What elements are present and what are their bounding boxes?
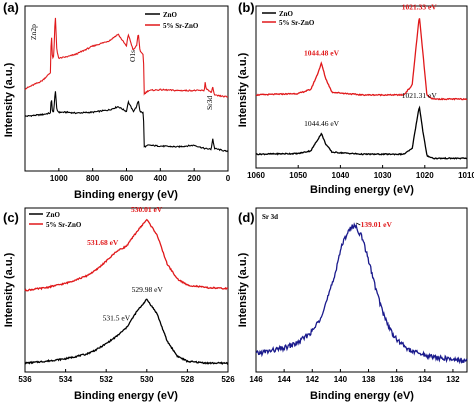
x-tick-label: 1060	[247, 171, 265, 180]
x-tick-label: 146	[249, 375, 263, 384]
peak-label: 531.5 eV	[103, 314, 131, 323]
peak-label: 1044.48 eV	[304, 49, 340, 58]
x-tick-label: 134	[418, 375, 432, 384]
x-tick-label: 1020	[416, 171, 434, 180]
x-tick-label: 136	[390, 375, 404, 384]
x-tick-label: 534	[59, 375, 73, 384]
x-tick-label: 132	[446, 375, 460, 384]
panel-d-corner-label: Sr 3d	[262, 213, 278, 221]
legend-sr-zno: 5% Sr-ZnO	[46, 221, 82, 229]
panel-d-xlabel: Binding energy (eV)	[310, 390, 414, 402]
x-tick-label: 142	[306, 375, 320, 384]
panel-c-legend: ZnO 5% Sr-ZnO	[29, 211, 82, 229]
peak-label: 1021.31 eV	[402, 91, 438, 100]
x-tick-label: 1050	[289, 171, 307, 180]
series-line-5-sr-zno	[255, 18, 468, 101]
panel-c-frame	[24, 207, 229, 373]
panel-a-series	[24, 17, 229, 153]
panel-c-ticks: 536 534 532 530 528 526	[18, 369, 235, 384]
panel-c: (c) Intensity (a.u.) Binding energy (eV)…	[3, 205, 235, 402]
panel-b-series	[255, 18, 468, 160]
x-tick-label: 0	[226, 174, 231, 183]
x-tick-label: 1000	[50, 174, 68, 183]
series-line-5-sr-zno	[24, 218, 229, 292]
x-tick-label: 1040	[332, 171, 350, 180]
panel-a-letter: (a)	[3, 0, 19, 15]
series-line-zno	[255, 105, 468, 160]
annot-sr3d: Sr3d	[205, 96, 214, 110]
legend-sr-zno: 5% Sr-ZnO	[163, 22, 199, 30]
x-tick-label: 800	[86, 174, 100, 183]
panel-b-peak-labels: 1044.46 eV 1021.31 eV 1044.48 eV 1021.33 eV	[304, 3, 437, 128]
annot-zn2p: Zn2p	[29, 24, 38, 40]
panel-b-letter: (b)	[238, 0, 255, 15]
panel-d-series	[255, 222, 468, 365]
x-tick-label: 532	[100, 375, 114, 384]
panel-b-xlabel: Binding energy (eV)	[310, 184, 414, 196]
series-line-zno	[24, 298, 229, 365]
legend-sr-zno: 5% Sr-ZnO	[279, 19, 315, 27]
x-tick-label: 600	[120, 174, 134, 183]
series-line-zno	[24, 91, 229, 153]
x-tick-label: 400	[154, 174, 168, 183]
x-tick-label: 536	[18, 375, 32, 384]
peak-label: 139.01 eV	[361, 220, 393, 229]
panel-d-letter: (d)	[238, 210, 255, 225]
panel-c-xlabel: Binding energy (eV)	[74, 390, 178, 402]
panel-b-ticks: 1060 1050 1040 1030 1020 1010	[247, 165, 474, 180]
series-line-5-sr-zno	[24, 17, 229, 98]
x-tick-label: 1030	[374, 171, 392, 180]
x-tick-label: 526	[221, 375, 235, 384]
annot-o1s: O1s	[128, 50, 137, 62]
legend-zno: ZnO	[46, 211, 61, 219]
panel-a: (a) Intensity (a.u.) Binding energy (eV)…	[3, 0, 231, 201]
panel-b-legend: ZnO 5% Sr-ZnO	[262, 10, 315, 27]
peak-leader-line	[356, 222, 361, 226]
peak-label: 1021.33 eV	[402, 3, 438, 12]
x-tick-label: 528	[181, 375, 195, 384]
x-tick-label: 200	[187, 174, 201, 183]
peak-label: 529.98 eV	[132, 285, 164, 294]
panel-c-letter: (c)	[3, 210, 19, 225]
panel-c-peak-labels: 531.5 eV 529.98 eV 531.68 eV 530.01 eV	[87, 205, 163, 323]
x-tick-label: 138	[362, 375, 376, 384]
x-tick-label: 1010	[458, 171, 474, 180]
panel-a-ylabel: Intensity (a.u.)	[3, 62, 15, 137]
panel-a-xlabel: Binding energy (eV)	[74, 189, 178, 201]
x-tick-label: 530	[140, 375, 154, 384]
peak-label: 1044.46 eV	[304, 119, 340, 128]
panel-a-ticks: 1000 800 600 400 200 0	[50, 168, 231, 183]
legend-zno: ZnO	[163, 11, 178, 19]
peak-label: 531.68 eV	[87, 238, 119, 247]
panel-b-frame	[255, 5, 468, 169]
legend-zno: ZnO	[279, 10, 294, 18]
panel-d-frame	[255, 207, 468, 373]
panel-b-ylabel: Intensity (a.u.)	[237, 52, 249, 127]
panel-c-series	[24, 218, 229, 365]
panel-a-legend: ZnO 5% Sr-ZnO	[145, 11, 199, 30]
panel-d-peak-labels: 139.01 eV	[356, 220, 393, 229]
panel-b: (b) Intensity (a.u.) Binding energy (eV)…	[237, 0, 474, 196]
panel-d-ylabel: Intensity (a.u.)	[237, 252, 249, 327]
x-tick-label: 144	[277, 375, 291, 384]
series-line-sr-3d	[255, 222, 468, 365]
peak-label: 530.01 eV	[131, 205, 163, 214]
x-tick-label: 140	[334, 375, 348, 384]
panel-c-ylabel: Intensity (a.u.)	[3, 252, 15, 327]
panel-d-ticks: 146 144 142 140 138 136 134 132	[249, 369, 460, 384]
panel-d: (d) Intensity (a.u.) Binding energy (eV)…	[237, 207, 468, 402]
